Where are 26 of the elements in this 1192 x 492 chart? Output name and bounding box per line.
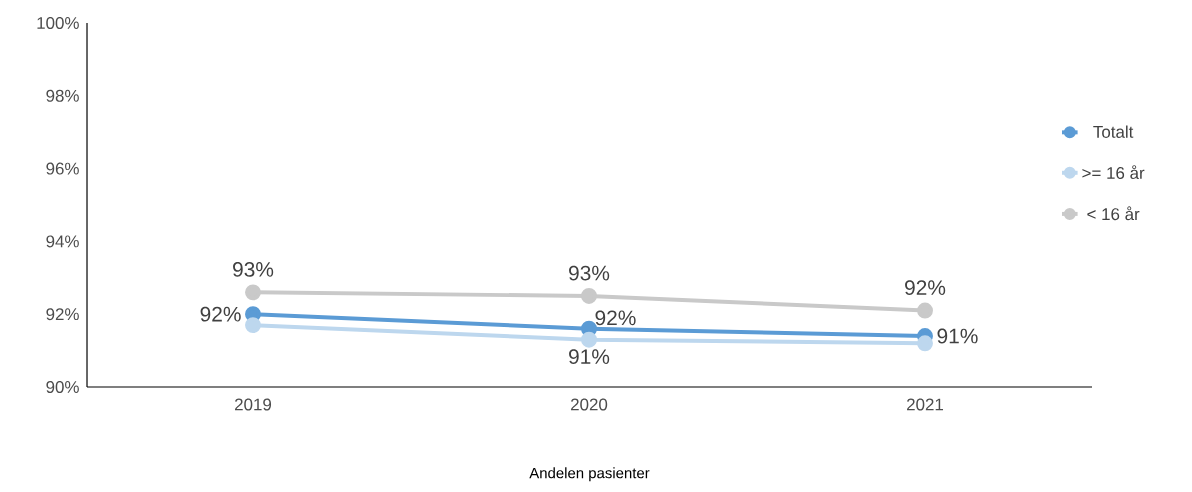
data-label: 91%: [937, 328, 978, 344]
point: [245, 284, 261, 301]
x-tick-label: 2020: [571, 398, 608, 411]
data-label: 92%: [905, 280, 946, 296]
y-tick-label: 94%: [46, 235, 79, 248]
legend-label: >= 16 år: [1082, 165, 1145, 180]
x-tick-label: 2021: [907, 398, 944, 411]
point: [581, 331, 597, 348]
data-label: 92%: [595, 310, 636, 326]
y-tick-label: 90%: [46, 380, 79, 393]
x-tick-label: 2019: [235, 398, 272, 411]
x-axis-title: Andelen pasienter: [529, 467, 650, 482]
y-tick-label: 100%: [37, 16, 79, 29]
data-label: 93%: [569, 265, 610, 281]
point: [917, 302, 933, 319]
point: [917, 335, 933, 352]
y-tick-label: 92%: [46, 308, 79, 321]
point: [245, 317, 261, 334]
data-label: 93%: [233, 262, 274, 277]
y-tick-label: 96%: [46, 162, 79, 175]
data-label: 91%: [569, 349, 610, 364]
y-tick-label: 98%: [46, 89, 79, 102]
point: [581, 288, 597, 304]
legend-label: Totalt: [1093, 125, 1134, 138]
legend-label: < 16 år: [1087, 206, 1140, 221]
data-label: 92%: [200, 306, 241, 322]
